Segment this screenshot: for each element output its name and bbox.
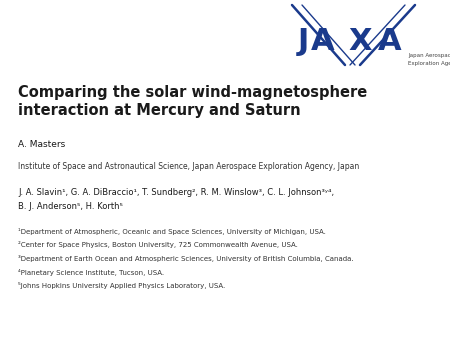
Text: interaction at Mercury and Saturn: interaction at Mercury and Saturn <box>18 103 301 118</box>
Text: A. Masters: A. Masters <box>18 140 65 149</box>
Text: A: A <box>378 27 402 56</box>
Text: Japan Aerospace: Japan Aerospace <box>408 53 450 58</box>
Text: ²Center for Space Physics, Boston University, 725 Commonwealth Avenue, USA.: ²Center for Space Physics, Boston Univer… <box>18 241 298 248</box>
Text: ¹Department of Atmospheric, Oceanic and Space Sciences, University of Michigan, : ¹Department of Atmospheric, Oceanic and … <box>18 228 326 235</box>
Text: ³Department of Earth Ocean and Atmospheric Sciences, University of British Colum: ³Department of Earth Ocean and Atmospher… <box>18 255 354 262</box>
Text: J. A. Slavin¹, G. A. DiBraccio¹, T. Sundberg², R. M. Winslow³, C. L. Johnson³ʸ⁴,: J. A. Slavin¹, G. A. DiBraccio¹, T. Sund… <box>18 188 334 197</box>
Text: Exploration Agency: Exploration Agency <box>408 61 450 66</box>
Text: X: X <box>348 27 372 56</box>
Text: ⁵Johns Hopkins University Applied Physics Laboratory, USA.: ⁵Johns Hopkins University Applied Physic… <box>18 282 225 289</box>
Text: Institute of Space and Astronautical Science, Japan Aerospace Exploration Agency: Institute of Space and Astronautical Sci… <box>18 162 359 171</box>
Text: A: A <box>311 27 335 56</box>
Text: B. J. Anderson⁵, H. Korth⁵: B. J. Anderson⁵, H. Korth⁵ <box>18 202 123 211</box>
Text: Comparing the solar wind-magnetosphere: Comparing the solar wind-magnetosphere <box>18 85 367 100</box>
Text: J: J <box>297 27 309 56</box>
Text: ⁴Planetary Science Institute, Tucson, USA.: ⁴Planetary Science Institute, Tucson, US… <box>18 268 164 275</box>
